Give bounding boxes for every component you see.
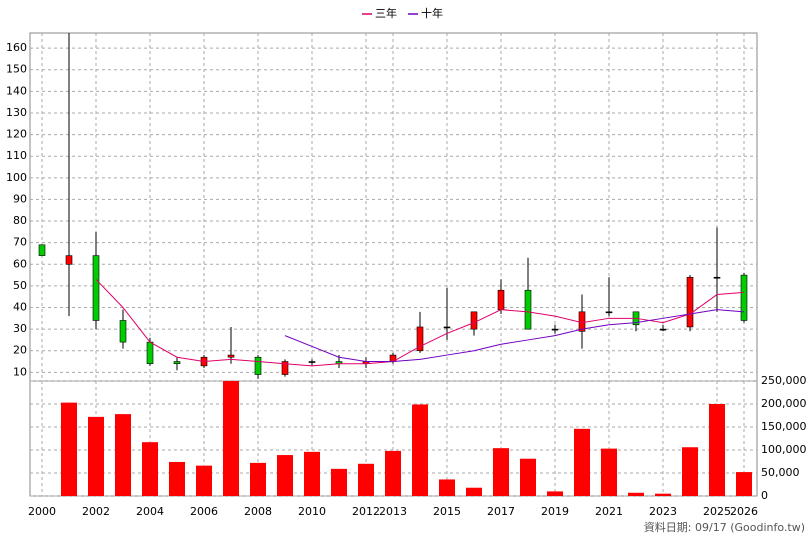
volume-bar [250,462,266,496]
volume-bar [61,402,77,496]
volume-bar [547,491,563,496]
x-tick-label: 2017 [487,505,515,518]
volume-bar [358,463,374,496]
volume-bar [304,451,320,496]
y-tick-label: 100 [6,171,27,184]
x-tick-label: 2019 [541,505,569,518]
volume-bar [466,487,482,496]
candle-body [308,361,316,363]
legend-label: 十年 [421,6,443,20]
volume-bar [88,416,104,496]
x-tick-label: 2026 [730,505,758,518]
y-tick-label: 90 [13,192,27,205]
volume-bar [412,404,428,496]
candle-body [605,311,613,314]
candle-body [443,326,451,329]
candle-body [254,356,262,375]
x-tick-label: 2010 [298,505,326,518]
legend-label: 三年 [375,6,397,20]
candle-body [686,276,694,328]
y-tick-label: 20 [13,344,27,357]
volume-bar [439,479,455,496]
y2-tick-label: 50,000 [761,466,800,479]
volume-bar [115,414,131,496]
candle-body [65,255,73,265]
candle-body [470,311,478,330]
volume-bar [169,461,185,496]
x-tick-label: 2006 [190,505,218,518]
volume-bar [736,472,752,496]
volume-bar [520,458,536,496]
candle-body [173,361,181,365]
volume-bar [277,455,293,496]
x-tick-label: 2012 [352,505,380,518]
y-tick-label: 70 [13,236,27,249]
y-tick-label: 160 [6,41,27,54]
candle-body [92,255,100,321]
y-tick-label: 120 [6,128,27,141]
candle-body [497,289,505,310]
volume-bar [142,442,158,496]
x-tick-label: 2025 [703,505,731,518]
x-tick-label: 2008 [244,505,272,518]
candle-body [713,276,721,279]
volume-bar [331,468,347,496]
y2-tick-label: 150,000 [761,420,807,433]
y2-tick-label: 200,000 [761,397,807,410]
volume-bar [385,450,401,496]
candle-body [524,289,532,330]
x-tick-label: 2015 [433,505,461,518]
y2-tick-label: 100,000 [761,443,807,456]
x-tick-label: 2021 [595,505,623,518]
y-tick-label: 30 [13,322,27,335]
candle-body [227,354,235,358]
ma-line [284,309,745,363]
volume-bar [655,493,671,496]
y2-tick-label: 0 [761,489,768,502]
candle-body [551,328,559,331]
candle-body [119,320,127,343]
y-tick-label: 50 [13,279,27,292]
y-tick-label: 140 [6,84,27,97]
volume-bar [196,465,212,496]
y-tick-label: 10 [13,365,27,378]
ma-line [95,279,745,367]
candle-body [659,328,667,331]
y-tick-label: 60 [13,257,27,270]
y-tick-label: 110 [6,149,27,162]
y-tick-label: 80 [13,214,27,227]
volume-bar [682,447,698,496]
y-tick-label: 150 [6,63,27,76]
volume-bar [574,428,590,496]
y-tick-label: 40 [13,301,27,314]
candle-body [38,244,46,256]
x-tick-label: 2013 [379,505,407,518]
volume-bar [628,492,644,496]
y-tick-label: 130 [6,106,27,119]
candle-body [416,326,424,352]
candle-body [146,341,154,365]
x-tick-label: 2004 [136,505,164,518]
x-tick-label: 2023 [649,505,677,518]
x-tick-label: 2000 [28,505,56,518]
volume-bar [601,448,617,496]
candle-body [281,361,289,375]
volume-bar [493,448,509,496]
candle-body [740,274,748,321]
source-note: 資料日期: 09/17 (Goodinfo.tw) [644,520,805,534]
y2-tick-label: 250,000 [761,374,807,387]
volume-bar [223,381,239,496]
volume-bar [709,404,725,496]
x-tick-label: 2002 [82,505,110,518]
